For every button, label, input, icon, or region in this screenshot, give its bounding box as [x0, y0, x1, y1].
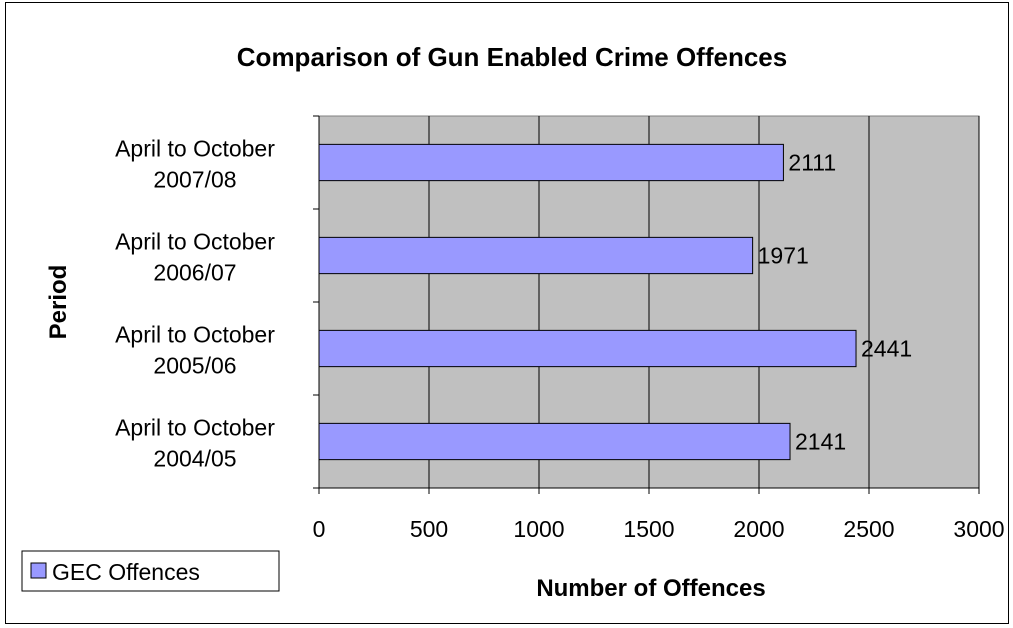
y-tick-label-line: April to October: [115, 229, 275, 255]
y-tick-label-line: April to October: [115, 415, 275, 441]
y-tick-label-line: 2006/07: [153, 260, 236, 286]
data-label-2: 2441: [861, 336, 912, 362]
data-label-1: 1971: [758, 243, 809, 269]
bar-1: [318, 236, 754, 275]
bars: [318, 143, 857, 461]
x-tick-label-1500: 1500: [623, 516, 674, 542]
y-tick-label-line: 2004/05: [153, 446, 236, 472]
legend-box: [21, 550, 280, 592]
y-tick-label-1: April to October 2006/07: [115, 229, 275, 286]
bar-2: [318, 329, 857, 368]
bar-0: [318, 143, 784, 182]
x-axis-title: Number of Offences: [536, 575, 765, 602]
y-tick-label-3: April to October 2004/05: [115, 415, 275, 472]
legend-swatch: [30, 562, 47, 579]
data-labels: 2111 1971 2441 2141: [758, 150, 913, 455]
data-label-0: 2111: [788, 150, 836, 176]
y-tick-label-line: April to October: [115, 322, 275, 348]
legend-label: GEC Offences: [52, 559, 200, 585]
x-tick-label-3000: 3000: [953, 516, 1004, 542]
y-tick-label-line: 2007/08: [153, 167, 236, 193]
y-tick-label-2: April to October 2005/06: [115, 322, 275, 379]
x-tick-label-2000: 2000: [733, 516, 784, 542]
x-tick-label-500: 500: [410, 516, 448, 542]
axes: [313, 115, 980, 494]
x-tick-labels: 0 500 1000 1500 2000 2500 3000: [313, 516, 1005, 542]
bar-3: [318, 422, 791, 461]
y-axis-title: Period: [45, 265, 72, 340]
x-tick-label-1000: 1000: [513, 516, 564, 542]
y-tick-labels: April to October 2007/08 April to October 2…: [115, 136, 275, 472]
y-tick-label-line: 2005/06: [153, 353, 236, 379]
chart-title: Comparison of Gun Enabled Crime Offences: [237, 42, 787, 72]
y-tick-label-0: April to October 2007/08: [115, 136, 275, 193]
x-tick-label-2500: 2500: [843, 516, 894, 542]
x-tick-label-0: 0: [313, 516, 326, 542]
data-label-3: 2141: [795, 429, 846, 455]
y-tick-label-line: April to October: [115, 136, 275, 162]
legend: GEC Offences: [21, 550, 280, 592]
